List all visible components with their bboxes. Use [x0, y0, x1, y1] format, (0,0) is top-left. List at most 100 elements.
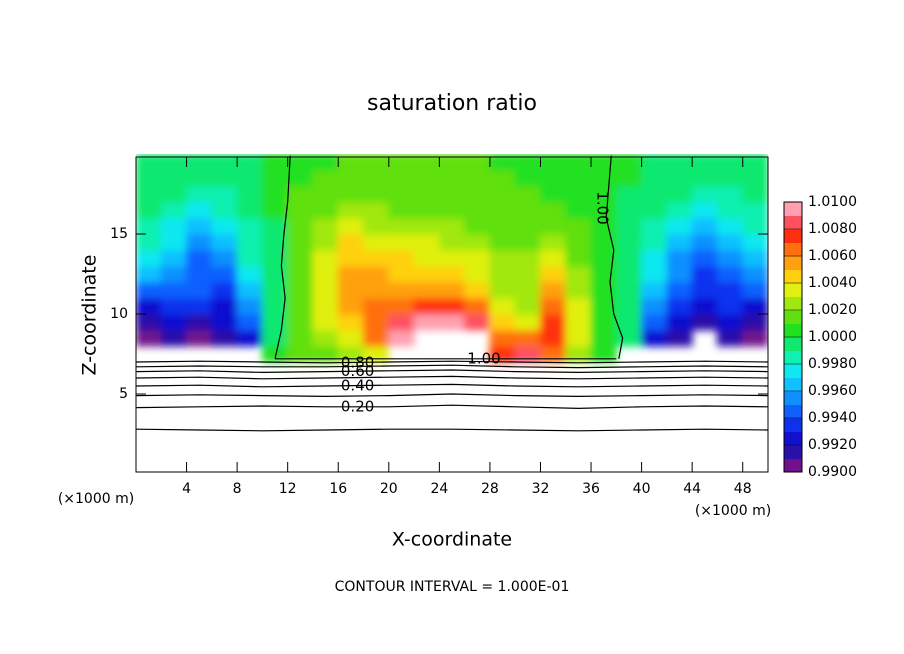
contour-line — [136, 404, 768, 410]
cell — [464, 297, 491, 315]
cell — [666, 169, 693, 187]
cell — [489, 233, 516, 251]
colorbar-label: 1.0100 — [808, 194, 857, 210]
cell — [261, 297, 289, 315]
cell — [641, 281, 668, 299]
cell — [590, 185, 617, 203]
cell — [160, 201, 188, 219]
cell — [287, 313, 314, 331]
cell — [438, 249, 466, 267]
cell — [186, 217, 213, 235]
cell — [261, 233, 289, 251]
cell — [590, 201, 617, 219]
cell — [186, 201, 213, 219]
cell — [666, 329, 693, 347]
cell — [160, 217, 188, 235]
cell — [514, 297, 541, 315]
cell — [413, 249, 440, 267]
cell — [464, 249, 491, 267]
cell — [742, 265, 768, 283]
cell — [464, 185, 491, 203]
cell — [211, 201, 238, 219]
cell — [615, 217, 643, 235]
cell — [590, 329, 617, 347]
cell — [363, 281, 390, 299]
cell — [388, 281, 415, 299]
cell — [186, 185, 213, 203]
cell — [337, 329, 365, 347]
cell — [590, 217, 617, 235]
cell — [211, 297, 238, 315]
cell — [236, 185, 263, 203]
cell — [489, 329, 516, 347]
cell — [716, 313, 744, 331]
cell — [615, 233, 643, 251]
cell — [590, 265, 617, 283]
cell — [438, 233, 466, 251]
cell — [236, 329, 263, 347]
cells — [136, 154, 768, 363]
cell — [136, 313, 162, 331]
cell — [236, 265, 263, 283]
cell — [287, 297, 314, 315]
x-tick-label: 40 — [633, 481, 651, 497]
cell — [211, 233, 238, 251]
y-tick-label: 10 — [110, 306, 128, 322]
cell — [261, 169, 289, 187]
cell — [514, 345, 541, 363]
cell — [489, 217, 516, 235]
cell — [742, 281, 768, 299]
cell — [691, 313, 718, 331]
cell — [742, 217, 768, 235]
cell — [136, 265, 162, 283]
cell — [539, 233, 567, 251]
x-tick-label: 36 — [582, 481, 600, 497]
cell — [337, 217, 365, 235]
cell — [539, 313, 567, 331]
cell — [641, 297, 668, 315]
cell — [363, 185, 390, 203]
cell — [666, 313, 693, 331]
cell — [261, 281, 289, 299]
cell — [413, 313, 440, 331]
cell — [489, 169, 516, 187]
cell — [565, 329, 592, 347]
cell — [641, 185, 668, 203]
x-tick-label: 32 — [532, 481, 550, 497]
cell — [489, 265, 516, 283]
cell — [287, 345, 314, 363]
cell — [438, 297, 466, 315]
y-unit: (×1000 m) — [58, 491, 134, 507]
cell — [539, 217, 567, 235]
cell — [565, 281, 592, 299]
cell — [312, 154, 339, 171]
cell — [261, 345, 289, 363]
colorbar-band — [784, 445, 802, 459]
cell — [438, 169, 466, 187]
cell — [464, 217, 491, 235]
cell — [514, 201, 541, 219]
cell — [363, 169, 390, 187]
cell — [590, 233, 617, 251]
cell — [539, 281, 567, 299]
cell — [413, 217, 440, 235]
cell — [211, 217, 238, 235]
cell — [136, 281, 162, 299]
cell — [337, 249, 365, 267]
cell — [287, 217, 314, 235]
cell — [236, 169, 263, 187]
cell — [337, 233, 365, 251]
contours — [136, 155, 768, 432]
cell — [136, 329, 162, 347]
cell — [337, 201, 365, 219]
cell — [514, 233, 541, 251]
cell — [136, 297, 162, 315]
cell — [691, 169, 718, 187]
cell — [489, 249, 516, 267]
cell — [565, 154, 592, 171]
cell — [261, 329, 289, 347]
cell — [514, 185, 541, 203]
cell — [691, 217, 718, 235]
x-tick-label: 8 — [233, 481, 242, 497]
cell — [514, 281, 541, 299]
